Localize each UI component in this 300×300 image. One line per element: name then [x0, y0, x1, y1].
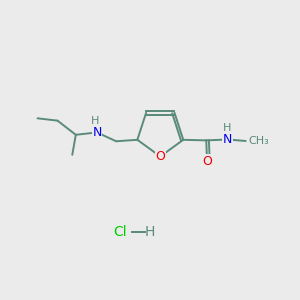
Text: H: H [223, 123, 232, 133]
Text: H: H [145, 225, 155, 239]
Text: CH₃: CH₃ [248, 136, 269, 146]
Text: N: N [223, 133, 232, 146]
Text: N: N [92, 126, 102, 139]
Text: Cl: Cl [114, 225, 128, 239]
Text: H: H [91, 116, 100, 126]
Text: O: O [155, 150, 165, 163]
Text: O: O [202, 155, 212, 168]
